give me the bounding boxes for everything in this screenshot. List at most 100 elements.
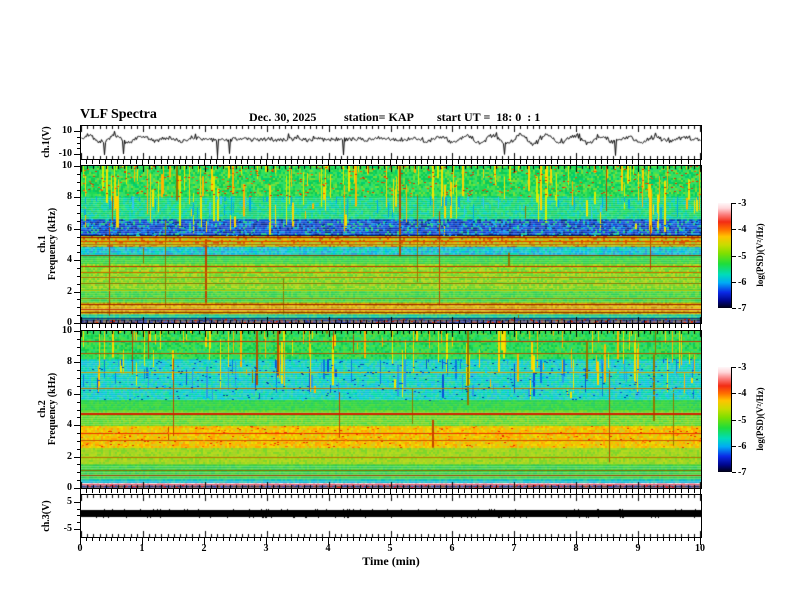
x-tick-mark xyxy=(514,160,515,166)
x-tick-mark xyxy=(631,160,633,164)
x-tick-mark xyxy=(222,538,224,541)
x-tick-mark xyxy=(241,489,243,493)
x-tick-mark xyxy=(142,160,143,166)
x-tick-mark xyxy=(383,160,385,164)
x-tick-mark xyxy=(321,489,323,493)
x-tick-mark xyxy=(204,324,205,330)
x-tick-mark xyxy=(166,538,168,541)
freq-tick-label: 6 xyxy=(67,222,72,234)
voltage-tick-mark xyxy=(77,508,80,510)
x-tick-mark xyxy=(421,324,422,328)
x-tick-mark xyxy=(538,324,540,328)
x-tick-mark xyxy=(160,489,162,493)
x-tick-mark xyxy=(284,538,286,541)
x-tick-mark xyxy=(582,538,584,541)
x-tick-mark xyxy=(656,160,658,164)
x-tick-mark xyxy=(439,538,441,541)
freq-tick-mark xyxy=(77,244,80,246)
x-tick-mark xyxy=(607,489,608,493)
x-tick-mark xyxy=(340,324,342,328)
freq-tick-mark xyxy=(77,464,80,466)
x-tick-mark xyxy=(687,160,689,164)
x-tick-mark xyxy=(507,324,509,328)
x-tick-mark xyxy=(390,489,391,495)
freq-tick-mark xyxy=(77,370,80,372)
x-tick-mark xyxy=(352,160,354,164)
ch1-spectrogram-axis-label: ch.1 Frequency (kHz) xyxy=(37,208,58,280)
x-tick-mark xyxy=(421,160,422,164)
x-tick-mark xyxy=(693,538,695,541)
x-tick-mark xyxy=(247,538,249,541)
x-tick-mark xyxy=(619,538,621,541)
x-tick-mark xyxy=(693,160,695,164)
x-tick-mark xyxy=(439,160,441,164)
x-tick-mark xyxy=(309,160,311,164)
x-tick-mark xyxy=(334,489,336,493)
x-tick-mark xyxy=(179,160,181,164)
x-tick-mark xyxy=(458,160,460,164)
x-tick-mark xyxy=(619,160,621,164)
x-tick-mark xyxy=(433,160,435,164)
x-tick-mark xyxy=(104,489,106,493)
x-tick-mark xyxy=(377,538,379,541)
freq-tick-label: 4 xyxy=(67,254,72,266)
x-tick-mark xyxy=(328,324,329,330)
x-tick-mark xyxy=(470,324,472,328)
x-tick-mark xyxy=(352,538,354,541)
x-tick-mark xyxy=(92,324,94,328)
x-tick-mark xyxy=(278,160,280,164)
x-tick-mark xyxy=(526,489,528,493)
x-tick-mark xyxy=(427,160,429,164)
x-tick-mark xyxy=(142,489,143,495)
x-tick-mark xyxy=(148,160,150,164)
x-tick-mark xyxy=(135,160,137,164)
x-tick-mark xyxy=(476,538,478,541)
x-tick-mark xyxy=(185,489,187,493)
x-tick-mark xyxy=(235,324,236,328)
voltage-tick-mark xyxy=(77,522,80,524)
x-tick-mark xyxy=(303,538,305,541)
x-tick-mark xyxy=(545,324,546,328)
freq-tick-label: 0 xyxy=(67,317,72,328)
x-tick-label: 6 xyxy=(449,543,455,554)
freq-tick-mark xyxy=(77,275,80,277)
x-tick-mark xyxy=(129,538,131,541)
x-tick-mark xyxy=(315,160,317,164)
freq-tick-mark xyxy=(77,433,80,435)
x-tick-mark xyxy=(662,489,664,493)
x-tick-mark xyxy=(538,489,540,493)
x-tick-mark xyxy=(80,489,81,495)
x-tick-mark xyxy=(117,538,119,541)
x-tick-mark xyxy=(86,324,88,328)
freq-tick-mark xyxy=(77,220,80,222)
x-tick-mark xyxy=(464,160,466,164)
x-tick-mark xyxy=(359,489,360,493)
x-tick-mark xyxy=(656,489,658,493)
x-tick-mark xyxy=(650,160,652,164)
x-tick-mark xyxy=(123,538,125,541)
x-tick-mark xyxy=(501,538,503,541)
freq-tick-label: 6 xyxy=(67,387,72,399)
x-tick-mark xyxy=(656,538,658,541)
x-tick-mark xyxy=(383,489,385,493)
x-tick-mark xyxy=(669,324,670,328)
x-tick-mark xyxy=(681,160,683,164)
x-tick-mark xyxy=(111,538,112,541)
x-tick-mark xyxy=(631,324,633,328)
x-tick-mark xyxy=(563,538,565,541)
x-tick-mark xyxy=(340,538,342,541)
x-tick-mark xyxy=(309,324,311,328)
x-tick-mark xyxy=(445,324,447,328)
x-tick-mark xyxy=(650,538,652,541)
freq-tick-mark xyxy=(77,252,80,254)
colorbar-tick-mark xyxy=(732,255,736,257)
x-tick-mark xyxy=(470,489,472,493)
x-tick-mark xyxy=(98,324,100,328)
x-tick-mark xyxy=(563,324,565,328)
x-tick-mark xyxy=(197,489,199,493)
x-tick-mark xyxy=(644,160,646,164)
x-tick-mark xyxy=(185,538,187,541)
x-tick-mark xyxy=(259,160,261,164)
x-tick-mark xyxy=(507,160,509,164)
